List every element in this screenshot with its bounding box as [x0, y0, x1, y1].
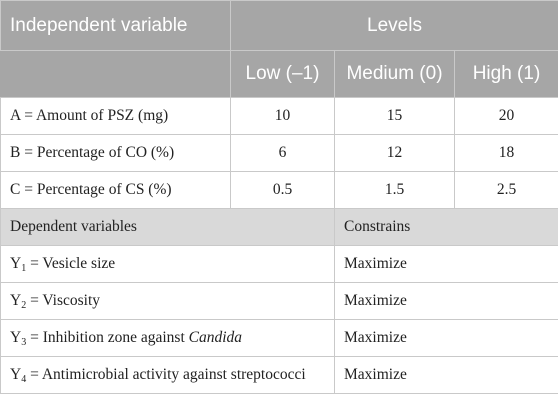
response-constraint: Maximize [334, 356, 558, 394]
dependent-header-row: Dependent variables Constrains [0, 208, 558, 246]
independent-row-c: C = Percentage of CS (%) 0.5 1.5 2.5 [0, 171, 558, 209]
medium-level-header: Medium (0) [334, 50, 455, 98]
high-value: 18 [454, 134, 558, 172]
response-constraint: Maximize [334, 245, 558, 283]
low-level-header: Low (–1) [230, 50, 335, 98]
response-symbol: Y [10, 329, 22, 346]
high-value: 20 [454, 97, 558, 135]
medium-value: 12 [334, 134, 455, 172]
low-value: 0.5 [230, 171, 335, 209]
independent-row-a: A = Amount of PSZ (mg) 10 15 20 [0, 97, 558, 135]
response-subscript: 3 [21, 337, 27, 348]
dependent-variables-header: Dependent variables [0, 208, 335, 246]
response-italic-text: Candida [188, 329, 243, 346]
variable-label: C = Percentage of CS (%) [0, 171, 231, 209]
low-value: 6 [230, 134, 335, 172]
empty-header-cell [0, 50, 231, 98]
header-row-2: Low (–1) Medium (0) High (1) [0, 50, 558, 98]
response-label: Y1 = Vesicle size [0, 245, 335, 283]
header-row-1: Independent variable Levels [0, 0, 558, 51]
high-value: 2.5 [454, 171, 558, 209]
independent-row-b: B = Percentage of CO (%) 6 12 18 [0, 134, 558, 172]
response-constraint: Maximize [334, 282, 558, 320]
response-text: = Antimicrobial activity against strepto… [26, 366, 306, 383]
response-label: Y4 = Antimicrobial activity against stre… [0, 356, 335, 394]
response-text: = Viscosity [26, 292, 101, 309]
levels-header: Levels [230, 0, 558, 51]
response-symbol: Y [10, 366, 22, 383]
dependent-row-y2: Y2 = Viscosity Maximize [0, 282, 558, 320]
response-text: = Vesicle size [26, 255, 116, 272]
low-value: 10 [230, 97, 335, 135]
dependent-row-y4: Y4 = Antimicrobial activity against stre… [0, 356, 558, 394]
response-subscript: 4 [21, 374, 27, 385]
dependent-row-y1: Y1 = Vesicle size Maximize [0, 245, 558, 283]
response-subscript: 1 [21, 263, 27, 274]
response-text: = Inhibition zone against [26, 329, 189, 346]
design-table: Independent variable Levels Low (–1) Med… [0, 0, 558, 394]
response-subscript: 2 [21, 300, 27, 311]
constraints-header: Constrains [334, 208, 558, 246]
variable-label: B = Percentage of CO (%) [0, 134, 231, 172]
variable-label: A = Amount of PSZ (mg) [0, 97, 231, 135]
response-label: Y2 = Viscosity [0, 282, 335, 320]
high-level-header: High (1) [454, 50, 558, 98]
medium-value: 15 [334, 97, 455, 135]
medium-value: 1.5 [334, 171, 455, 209]
dependent-row-y3: Y3 = Inhibition zone against Candida Max… [0, 319, 558, 357]
response-label: Y3 = Inhibition zone against Candida [0, 319, 335, 357]
independent-variable-header: Independent variable [0, 0, 231, 51]
response-symbol: Y [10, 292, 22, 309]
response-constraint: Maximize [334, 319, 558, 357]
response-symbol: Y [10, 255, 22, 272]
